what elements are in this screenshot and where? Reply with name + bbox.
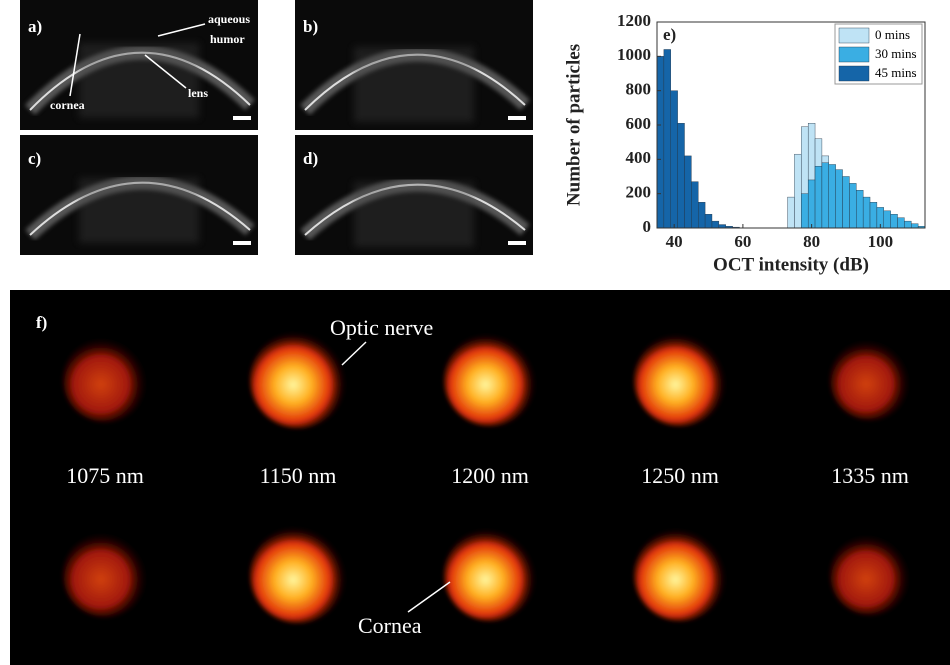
bar (863, 197, 870, 228)
bar (691, 182, 698, 228)
bar (808, 180, 815, 228)
legend-swatch (839, 47, 869, 62)
bar (849, 183, 856, 228)
histogram: 0 200 400 600 800 1000 1200 40 60 80 100 OCT intens… (563, 11, 925, 275)
x-axis-label: OCT intensity (dB) (713, 254, 869, 275)
bar (712, 221, 719, 228)
bar (698, 202, 705, 228)
scale-bar (233, 116, 251, 120)
bar (705, 214, 712, 228)
panel-label: b) (303, 17, 318, 36)
bar (801, 194, 808, 228)
legend-swatch (839, 66, 869, 81)
y-tick-label: 0 (643, 217, 652, 236)
annotation: cornea (50, 98, 85, 112)
bar (836, 170, 843, 228)
bar (884, 211, 891, 228)
wavelength-label: 1150 nm (260, 463, 337, 488)
lens-shadow (354, 182, 474, 247)
annotation: humor (210, 32, 245, 46)
wavelength-label: 1250 nm (641, 463, 719, 488)
panel-label: d) (303, 149, 318, 168)
wavelength-label: 1200 nm (451, 463, 529, 488)
annotation: Cornea (358, 613, 422, 638)
panel-label: c) (28, 149, 41, 168)
bar (891, 214, 898, 228)
y-tick-label: 200 (626, 183, 652, 202)
eye (63, 533, 147, 617)
y-tick-label: 400 (626, 148, 652, 167)
bar (671, 91, 678, 228)
bar (829, 164, 836, 228)
eye (634, 529, 726, 621)
wavelength-label: 1075 nm (66, 463, 144, 488)
oct-images (20, 0, 533, 255)
legend-label: 30 mins (875, 46, 917, 61)
panel-label: a) (28, 17, 42, 36)
annotation: Optic nerve (330, 315, 433, 340)
eye (634, 334, 726, 426)
eye (444, 334, 536, 426)
figure: a) b) c) d) aqueous humor cornea lens 10… (0, 0, 950, 665)
lens-shadow (354, 47, 474, 122)
bar (657, 56, 664, 228)
y-tick-label: 800 (626, 80, 652, 99)
bar (664, 49, 671, 228)
wavelength-label: 1335 nm (831, 463, 909, 488)
eye (250, 527, 346, 623)
eye (830, 340, 910, 420)
bar (794, 154, 801, 228)
scale-bar (508, 241, 526, 245)
y-tick-label: 1000 (617, 45, 651, 64)
bar (678, 123, 685, 228)
x-tick-label: 80 (803, 232, 820, 251)
eye (63, 338, 147, 422)
legend-swatch (839, 28, 869, 43)
bar (898, 218, 905, 228)
legend-label: 45 mins (875, 65, 917, 80)
panel-label: e) (663, 25, 676, 44)
eye (444, 529, 536, 621)
scale-bar (508, 116, 526, 120)
bar (788, 197, 795, 228)
bar (684, 156, 691, 228)
bar (856, 190, 863, 228)
panel-label: f) (36, 313, 47, 332)
lens-shadow (79, 43, 199, 118)
lens-shadow (79, 178, 199, 243)
bar (911, 224, 918, 228)
eye (830, 535, 910, 615)
bar (843, 177, 850, 229)
bar (719, 225, 726, 228)
legend-label: 0 mins (875, 27, 910, 42)
y-tick-label: 600 (626, 114, 652, 133)
y-tick-label: 1200 (617, 11, 651, 30)
x-tick-label: 40 (666, 232, 683, 251)
scale-bar (233, 241, 251, 245)
eye (250, 332, 346, 428)
annotation: lens (188, 86, 208, 100)
bar (822, 163, 829, 228)
y-axis-label: Number of particles (563, 44, 584, 206)
bar (870, 202, 877, 228)
x-tick-label: 100 (868, 232, 894, 251)
bar (815, 166, 822, 228)
bar (904, 221, 911, 228)
annotation: aqueous (208, 12, 250, 26)
x-tick-label: 60 (734, 232, 751, 251)
